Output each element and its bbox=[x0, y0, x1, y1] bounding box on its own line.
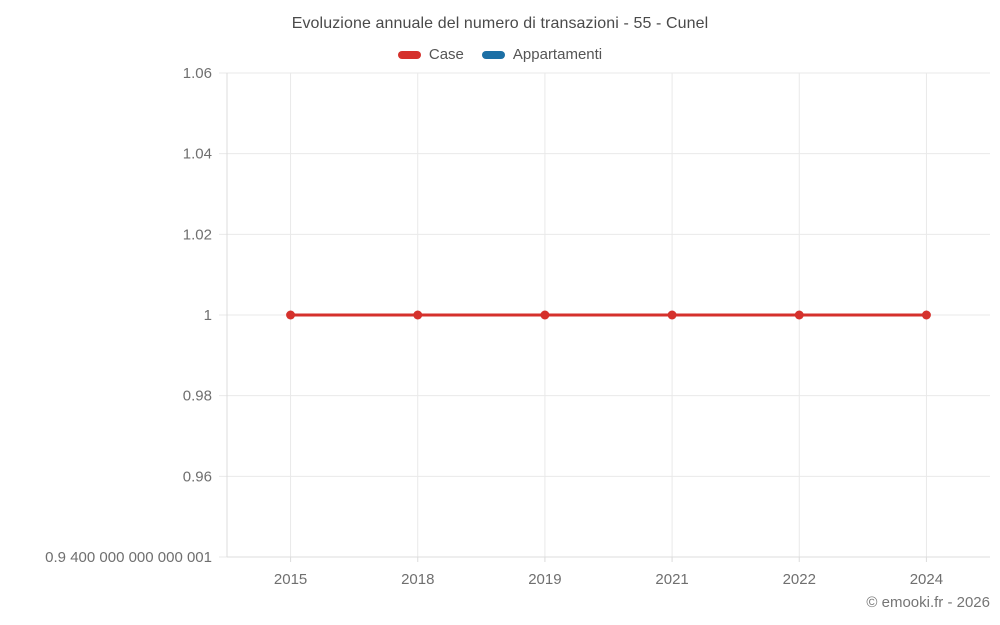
legend-item-case[interactable]: Case bbox=[397, 46, 464, 63]
x-tick-label: 2024 bbox=[910, 571, 943, 588]
legend-swatch-appartamenti bbox=[481, 50, 505, 59]
data-point-case-2019[interactable] bbox=[540, 310, 550, 320]
y-tick-label: 1 bbox=[204, 307, 212, 324]
x-tick-label: 2021 bbox=[655, 571, 688, 588]
data-point-case-2021[interactable] bbox=[667, 310, 677, 320]
y-tick-label: 1.06 bbox=[183, 65, 212, 82]
x-tick-label: 2018 bbox=[401, 571, 434, 588]
legend-label: Case bbox=[428, 46, 464, 63]
x-tick-label: 2015 bbox=[274, 571, 307, 588]
y-tick-label: 0.9 400 000 000 000 001 bbox=[45, 549, 212, 566]
legend-swatch-case bbox=[397, 50, 421, 59]
data-point-case-2018[interactable] bbox=[413, 310, 423, 320]
data-point-case-2015[interactable] bbox=[286, 310, 296, 320]
x-tick-label: 2019 bbox=[528, 571, 561, 588]
legend-item-appartamenti[interactable]: Appartamenti bbox=[481, 46, 603, 63]
data-point-case-2024[interactable] bbox=[921, 310, 931, 320]
y-tick-label: 0.96 bbox=[183, 468, 212, 485]
chart-legend: Case Appartamenti bbox=[0, 46, 1000, 63]
y-tick-label: 0.98 bbox=[183, 388, 212, 405]
chart-title: Evoluzione annuale del numero di transaz… bbox=[291, 15, 709, 32]
legend-label: Appartamenti bbox=[512, 46, 603, 63]
x-tick-label: 2022 bbox=[783, 571, 816, 588]
y-tick-label: 1.04 bbox=[183, 146, 212, 163]
y-tick-label: 1.02 bbox=[183, 226, 212, 243]
copyright-credit: © emooki.fr - 2026 bbox=[866, 594, 990, 611]
data-point-case-2022[interactable] bbox=[794, 310, 804, 320]
